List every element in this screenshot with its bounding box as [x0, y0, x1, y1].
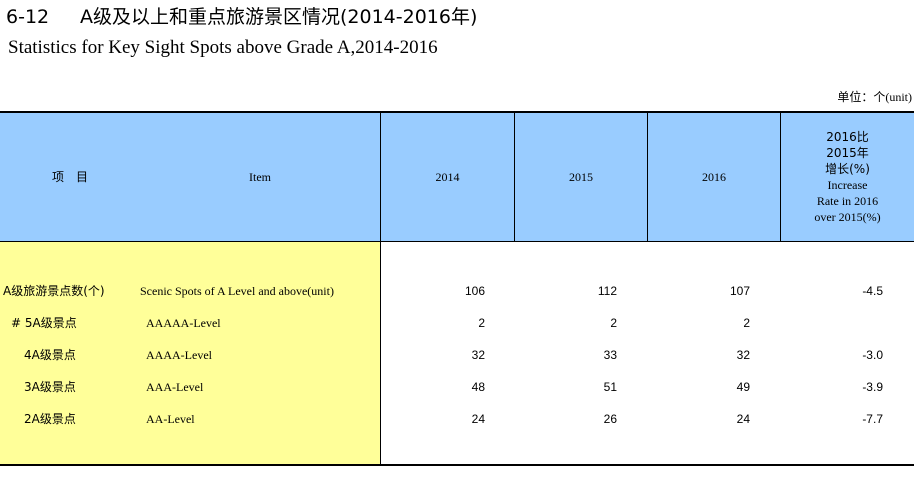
cell-2015: 33	[603, 348, 617, 362]
cell-2015: 2	[610, 316, 617, 330]
row-label-en: AAAAA-Level	[146, 316, 221, 330]
header-growth-line: 增长(%)	[825, 162, 870, 176]
header-2015: 2015	[569, 170, 593, 184]
row-label-en: AA-Level	[146, 412, 195, 426]
cell-2016: 24	[736, 412, 750, 426]
cell-2015: 51	[603, 380, 617, 394]
table-title-cn: A级及以上和重点旅游景区情况(2014-2016年)	[80, 6, 478, 28]
table-title: 6-12 A级及以上和重点旅游景区情况(2014-2016年)	[6, 5, 477, 29]
row-label-cn: 4A级景点	[24, 348, 76, 362]
cell-growth: -7.7	[862, 412, 883, 426]
cell-2015: 112	[597, 284, 617, 298]
row-label-en: AAA-Level	[146, 380, 204, 394]
column-divider	[380, 113, 381, 241]
header-2014: 2014	[435, 170, 460, 184]
cell-2016: 49	[736, 380, 750, 394]
table-row: # 5A级景点 AAAAA-Level 2 2 2	[0, 313, 914, 333]
header-item-en: Item	[249, 170, 271, 184]
header-rule	[0, 241, 914, 242]
row-label-cn: 3A级景点	[24, 380, 76, 394]
row-label-en: AAAA-Level	[146, 348, 212, 362]
cell-2015: 26	[603, 412, 617, 426]
table-row: A级旅游景点数(个) Scenic Spots of A Level and a…	[0, 281, 914, 301]
header-growth-line: over 2015(%)	[814, 210, 881, 224]
bottom-rule	[0, 464, 914, 466]
header-growth-line: 2015年	[826, 146, 869, 160]
table-row: 2A级景点 AA-Level 24 26 24 -7.7	[0, 409, 914, 429]
header-growth-line: 2016比	[826, 130, 869, 144]
cell-2014: 48	[471, 380, 485, 394]
row-label-en: Scenic Spots of A Level and above(unit)	[140, 284, 334, 298]
cell-2014: 106	[464, 284, 485, 298]
cell-2014: 24	[471, 412, 485, 426]
header-item-cn: 项 目	[51, 170, 88, 184]
row-label-cn: A级旅游景点数(个)	[3, 284, 105, 298]
table-row: 4A级景点 AAAA-Level 32 33 32 -3.0	[0, 345, 914, 365]
cell-2014: 2	[478, 316, 485, 330]
header-2016: 2016	[702, 170, 726, 184]
table-subtitle: Statistics for Key Sight Spots above Gra…	[8, 37, 438, 58]
column-divider	[780, 113, 781, 241]
cell-2016: 2	[743, 316, 750, 330]
column-divider	[647, 113, 648, 241]
cell-2016: 32	[736, 348, 750, 362]
cell-2016: 107	[729, 284, 750, 298]
row-label-cn: 2A级景点	[24, 412, 76, 426]
cell-growth: -4.5	[862, 284, 883, 298]
row-label-cn: # 5A级景点	[11, 316, 77, 330]
table-row: 3A级景点 AAA-Level 48 51 49 -3.9	[0, 377, 914, 397]
column-divider	[514, 113, 515, 241]
header-growth: 2016比 2015年 增长(%) Increase Rate in 2016 …	[781, 113, 914, 241]
unit-label: 单位：个(unit)	[837, 90, 912, 104]
body-column-divider	[380, 241, 381, 464]
cell-growth: -3.9	[862, 380, 883, 394]
top-rule	[0, 111, 914, 113]
item-column-background	[0, 242, 380, 464]
header-background	[0, 113, 914, 241]
header-growth-line: Rate in 2016	[816, 194, 879, 208]
cell-growth: -3.0	[862, 348, 883, 362]
header-growth-line: Increase	[827, 178, 868, 192]
cell-2014: 32	[471, 348, 485, 362]
table-number: 6-12	[6, 6, 50, 28]
